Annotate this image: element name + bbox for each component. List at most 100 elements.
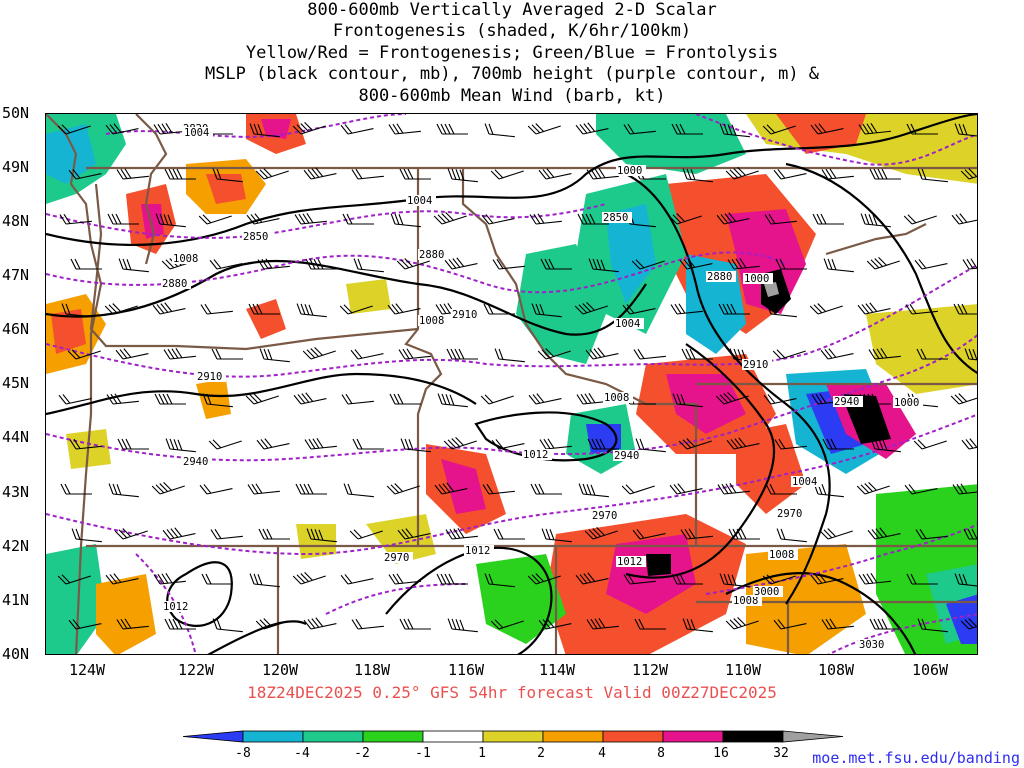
wind-barb bbox=[67, 349, 101, 360]
wind-barb bbox=[575, 122, 609, 135]
wind-barb bbox=[856, 481, 890, 495]
wind-barb bbox=[484, 573, 515, 588]
mslp-contour-label: 1004 bbox=[184, 127, 209, 139]
height-contour-label: 2880 bbox=[419, 249, 444, 261]
wind-barb bbox=[304, 438, 337, 450]
wind-barb bbox=[904, 484, 938, 495]
wind-barb bbox=[670, 303, 703, 315]
wind-barb bbox=[492, 258, 525, 270]
wind-barb bbox=[162, 527, 196, 540]
wind-barb bbox=[858, 123, 891, 135]
wind-barb bbox=[447, 618, 478, 633]
height-contour-label: 2910 bbox=[197, 371, 222, 383]
wind-barb bbox=[820, 348, 854, 360]
wind-barb bbox=[398, 348, 431, 360]
credit-link[interactable]: moe.met.fsu.edu/banding bbox=[812, 749, 1020, 767]
wind-barb bbox=[437, 393, 468, 408]
frontogenesis-area bbox=[346, 279, 391, 314]
wind-barb bbox=[68, 169, 102, 180]
wind-barb bbox=[775, 258, 807, 270]
wind-barb bbox=[388, 123, 421, 135]
wind-barb bbox=[538, 618, 572, 630]
wind-barb bbox=[669, 483, 703, 495]
wind-barb bbox=[388, 573, 421, 585]
wind-barb bbox=[400, 438, 431, 453]
colorbar-tick-label: -8 bbox=[235, 746, 251, 761]
mslp-isobar bbox=[166, 561, 233, 627]
wind-barb bbox=[151, 481, 185, 495]
state-border bbox=[404, 168, 443, 546]
frontolysis-area bbox=[46, 544, 106, 654]
wind-barb bbox=[728, 528, 760, 540]
wind-barb bbox=[71, 528, 102, 543]
wind-barb bbox=[292, 571, 326, 585]
wind-barb bbox=[964, 348, 977, 363]
wind-barb bbox=[917, 618, 948, 633]
wind-barb bbox=[481, 214, 515, 225]
wind-barb bbox=[434, 482, 468, 495]
wind-barb bbox=[303, 167, 337, 180]
wind-barb bbox=[116, 618, 149, 630]
colorbar-swatch bbox=[302, 730, 364, 743]
wind-barb bbox=[858, 573, 891, 585]
wind-barb bbox=[869, 168, 901, 180]
height-contour bbox=[695, 114, 977, 166]
colorbar-swatch bbox=[482, 730, 544, 743]
wind-barb bbox=[105, 123, 139, 135]
colorbar-swatch bbox=[602, 730, 664, 743]
wind-barb bbox=[387, 303, 421, 315]
wind-barb bbox=[586, 168, 619, 180]
wind-barb bbox=[913, 439, 947, 450]
wind-barb bbox=[726, 437, 760, 450]
height-contour-label: 2970 bbox=[592, 510, 617, 522]
wind-barb bbox=[490, 619, 524, 630]
wind-barb bbox=[114, 528, 148, 540]
wind-barb bbox=[165, 438, 196, 453]
frontogenesis-area bbox=[866, 304, 977, 394]
wind-barb bbox=[671, 573, 703, 585]
wind-barb bbox=[211, 348, 243, 360]
colorbar bbox=[182, 730, 844, 743]
wind-barb bbox=[810, 573, 844, 585]
wind-barb bbox=[822, 438, 854, 450]
height-contour-label: 2970 bbox=[384, 552, 409, 564]
lat-label: 40N bbox=[2, 645, 30, 663]
contour-labels: 2820 1004 1004 1008 1008 1000 1004 1000 … bbox=[161, 123, 923, 651]
wind-barb bbox=[812, 213, 844, 225]
wind-barb bbox=[821, 168, 854, 180]
wind-barb bbox=[823, 258, 854, 273]
lat-label: 50N bbox=[2, 104, 30, 122]
title-line-4: MSLP (black contour, mb), 700mb height (… bbox=[204, 64, 820, 84]
height-contour-label: 2940 bbox=[183, 456, 208, 468]
wind-barb bbox=[208, 439, 242, 450]
wind-barb bbox=[538, 168, 572, 180]
wind-barb bbox=[396, 258, 430, 270]
wind-barb bbox=[810, 123, 844, 135]
wind-barb bbox=[668, 213, 702, 225]
wind-barb bbox=[57, 124, 91, 135]
wind-barb bbox=[719, 573, 750, 588]
wind-barb bbox=[632, 529, 666, 540]
wind-barb bbox=[682, 618, 713, 633]
wind-barb bbox=[303, 617, 337, 630]
wind-barb bbox=[954, 573, 977, 588]
wind-barb bbox=[494, 348, 525, 363]
frontogenesis-area bbox=[776, 114, 866, 154]
frontogenesis-area bbox=[51, 309, 86, 354]
wind-barb bbox=[623, 573, 656, 585]
wind-barb bbox=[153, 123, 186, 135]
height-contour-label: 2880 bbox=[707, 271, 732, 283]
wind-barb bbox=[529, 213, 562, 225]
lon-label: 118W bbox=[353, 661, 391, 679]
lake-reservoir bbox=[825, 223, 927, 256]
wind-barb bbox=[678, 438, 712, 450]
lat-label: 49N bbox=[2, 158, 30, 176]
colorbar-tick-label: -1 bbox=[415, 746, 431, 761]
wind-barb bbox=[773, 169, 807, 180]
wind-barb bbox=[906, 573, 938, 585]
colorbar-swatch bbox=[242, 730, 304, 743]
wind-barb bbox=[960, 168, 977, 180]
wind-barb bbox=[210, 528, 243, 540]
wind-barb bbox=[772, 349, 806, 360]
wind-barb bbox=[399, 168, 431, 180]
